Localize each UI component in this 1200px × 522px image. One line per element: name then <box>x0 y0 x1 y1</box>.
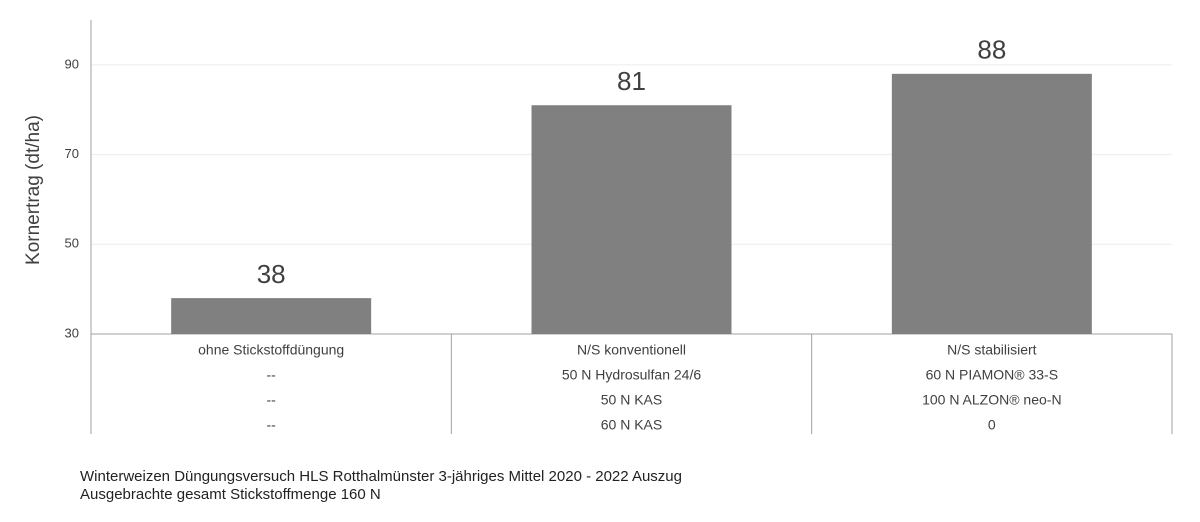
note: Ausgebrachte gesamt Stickstoffmenge 160 … <box>80 486 381 503</box>
bar <box>891 73 1092 334</box>
y-tick-label: 90 <box>65 56 79 71</box>
value-label: 81 <box>617 66 646 96</box>
x-tick-label: ohne Stickstoffdüngung <box>198 342 344 358</box>
x-tick-label: N/S konventionell <box>577 342 686 358</box>
category-detail: 0 <box>988 417 996 433</box>
bar <box>531 105 732 334</box>
category-detail: 60 N PIAMON® 33-S <box>926 367 1058 383</box>
note: Winterweizen Düngungsversuch HLS Rotthal… <box>80 468 682 485</box>
y-tick-label: 50 <box>65 236 79 251</box>
category-detail: -- <box>267 392 277 408</box>
bar <box>171 298 372 334</box>
category-detail: 50 N KAS <box>601 392 662 408</box>
x-tick-label: N/S stabilisiert <box>947 342 1037 358</box>
value-label: 38 <box>257 259 286 289</box>
category-detail: 50 N Hydrosulfan 24/6 <box>562 367 702 383</box>
category-detail: -- <box>267 367 277 383</box>
y-axis-label: Kornertrag (dt/ha) <box>23 115 44 265</box>
y-tick-label: 70 <box>65 146 79 161</box>
value-label: 88 <box>977 35 1006 65</box>
y-tick-label: 30 <box>65 325 79 340</box>
category-detail: -- <box>267 417 277 433</box>
category-detail: 60 N KAS <box>601 417 662 433</box>
category-detail: 100 N ALZON® neo-N <box>922 392 1062 408</box>
